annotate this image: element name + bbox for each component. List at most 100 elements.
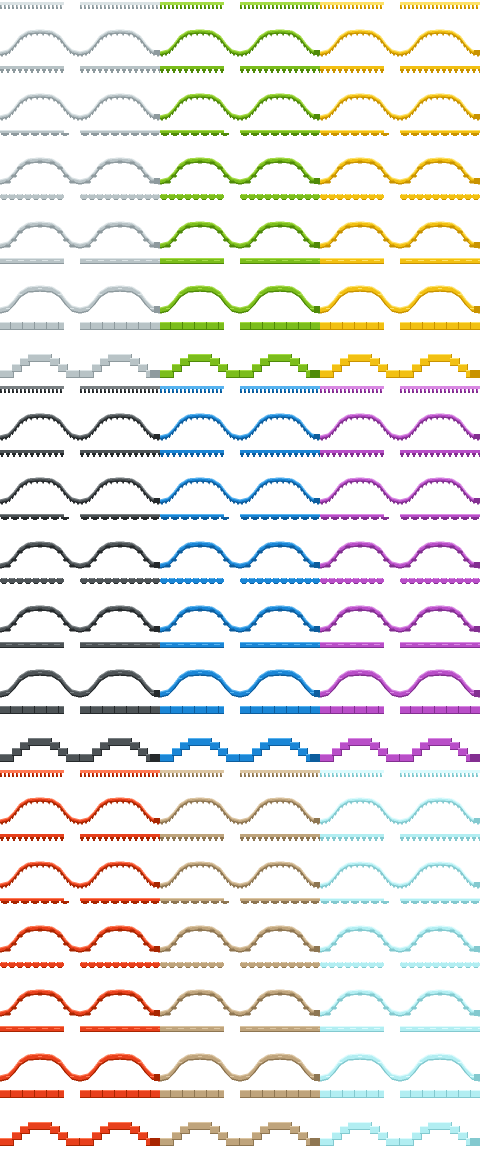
step-shadow: [92, 1139, 102, 1140]
ridge-tooth: [331, 48, 334, 52]
step-shadow: [218, 371, 228, 372]
ridge-tooth: [236, 54, 240, 58]
ridge-bead: [297, 166, 303, 170]
ridge-tooth: [56, 485, 60, 489]
ridge-tooth: [189, 865, 193, 869]
tile-art: [160, 898, 240, 953]
ridge-tooth: [212, 35, 216, 39]
tile-lime-scalloped-2: [240, 128, 320, 192]
ridge-shadow: [80, 929, 160, 953]
ridge-tooth: [164, 53, 168, 57]
ridge-tooth: [264, 483, 268, 487]
step-cap: [150, 1138, 160, 1146]
ridge-tooth: [309, 883, 312, 887]
ridge-bead: [209, 609, 215, 613]
step-edge: [21, 364, 22, 372]
ridge-highlight: [0, 925, 80, 949]
ridge-shadow: [320, 32, 400, 56]
step-block: [450, 742, 460, 750]
step-highlight: [66, 1138, 80, 1139]
step-shadow: [320, 377, 334, 378]
ridge-tooth: [47, 481, 51, 485]
ridge-tooth: [251, 816, 254, 820]
ridge-bead: [437, 544, 443, 548]
ridge-tooth: [372, 35, 376, 39]
ridge-bead: [11, 558, 17, 562]
ridge-tooth: [184, 35, 188, 39]
tile-art: [400, 2, 480, 58]
ridge-tooth: [136, 421, 140, 425]
ridge-tooth: [189, 417, 193, 421]
step-block: [348, 354, 372, 362]
ridge-tooth: [91, 880, 94, 884]
step-highlight: [108, 354, 132, 355]
ridge-tooth: [334, 45, 337, 48]
ridge-tooth: [251, 48, 254, 52]
ridge-tooth: [180, 869, 184, 873]
ridge-bead: [117, 608, 123, 612]
step-shadow: [450, 749, 460, 750]
ridge-cap: [154, 626, 160, 632]
ridge-tooth: [452, 483, 456, 487]
step-block: [20, 742, 30, 750]
ridge-tooth: [254, 493, 257, 496]
step-highlight: [268, 738, 292, 739]
ridge-tooth: [355, 417, 359, 421]
ridge-body: [240, 478, 320, 503]
step-highlight: [28, 354, 52, 355]
ridge-bead: [417, 230, 423, 234]
ridge-bead: [25, 545, 31, 549]
tile-art: [0, 322, 80, 378]
step-highlight: [450, 742, 460, 743]
step-block: [298, 748, 308, 756]
ridge-highlight: [240, 285, 320, 309]
ridge-shadow: [0, 929, 80, 953]
step-shadow: [100, 749, 110, 750]
ridge-tooth: [8, 115, 11, 119]
tile-art: [400, 578, 480, 633]
ridge-shadow: [80, 609, 160, 633]
ridge-tooth: [248, 499, 251, 503]
step-shadow: [428, 361, 452, 362]
ridge-tooth: [340, 485, 344, 489]
ridge-tooth: [296, 101, 300, 105]
tile-ice-beaded-2: [400, 960, 480, 1024]
ridge-dash: [98, 294, 102, 295]
ridge-tooth: [408, 51, 411, 55]
tile-silver-spiky-1: [0, 0, 80, 64]
tile-art: [0, 706, 80, 762]
step-highlight: [138, 748, 148, 749]
ridge-tooth: [460, 41, 463, 44]
step-highlight: [138, 364, 148, 365]
ridge-tooth: [164, 117, 168, 121]
step-edge: [181, 364, 182, 372]
step-highlight: [386, 754, 400, 755]
ridge-tooth: [47, 801, 51, 805]
ridge-bead: [165, 180, 171, 184]
ridge-tooth: [232, 501, 236, 505]
ridge-shadow: [80, 161, 160, 185]
step-edge: [333, 370, 334, 378]
ridge-tooth: [149, 435, 152, 439]
step-block: [240, 1138, 254, 1146]
ridge-bead: [257, 230, 263, 234]
tile-art: [160, 130, 240, 185]
ridge-tooth: [220, 41, 223, 44]
ridge-tooth: [447, 481, 451, 485]
step-shadow: [92, 371, 102, 372]
ridge-body: [240, 30, 320, 55]
tile-tan-dashed-2: [240, 1024, 320, 1088]
ridge-tooth: [361, 865, 365, 869]
ridge-tooth: [201, 97, 205, 101]
step-block: [160, 370, 174, 378]
ridge-bead: [463, 622, 469, 626]
ridge-bead: [265, 609, 271, 613]
ridge-tooth: [269, 33, 273, 37]
step-highlight: [130, 1126, 140, 1127]
ridge-bead: [389, 628, 395, 632]
ridge-tooth: [41, 801, 45, 805]
ridge-tooth: [334, 877, 337, 880]
ridge-tooth: [392, 53, 396, 57]
step-highlight: [12, 364, 22, 365]
ridge-tooth: [435, 801, 439, 805]
